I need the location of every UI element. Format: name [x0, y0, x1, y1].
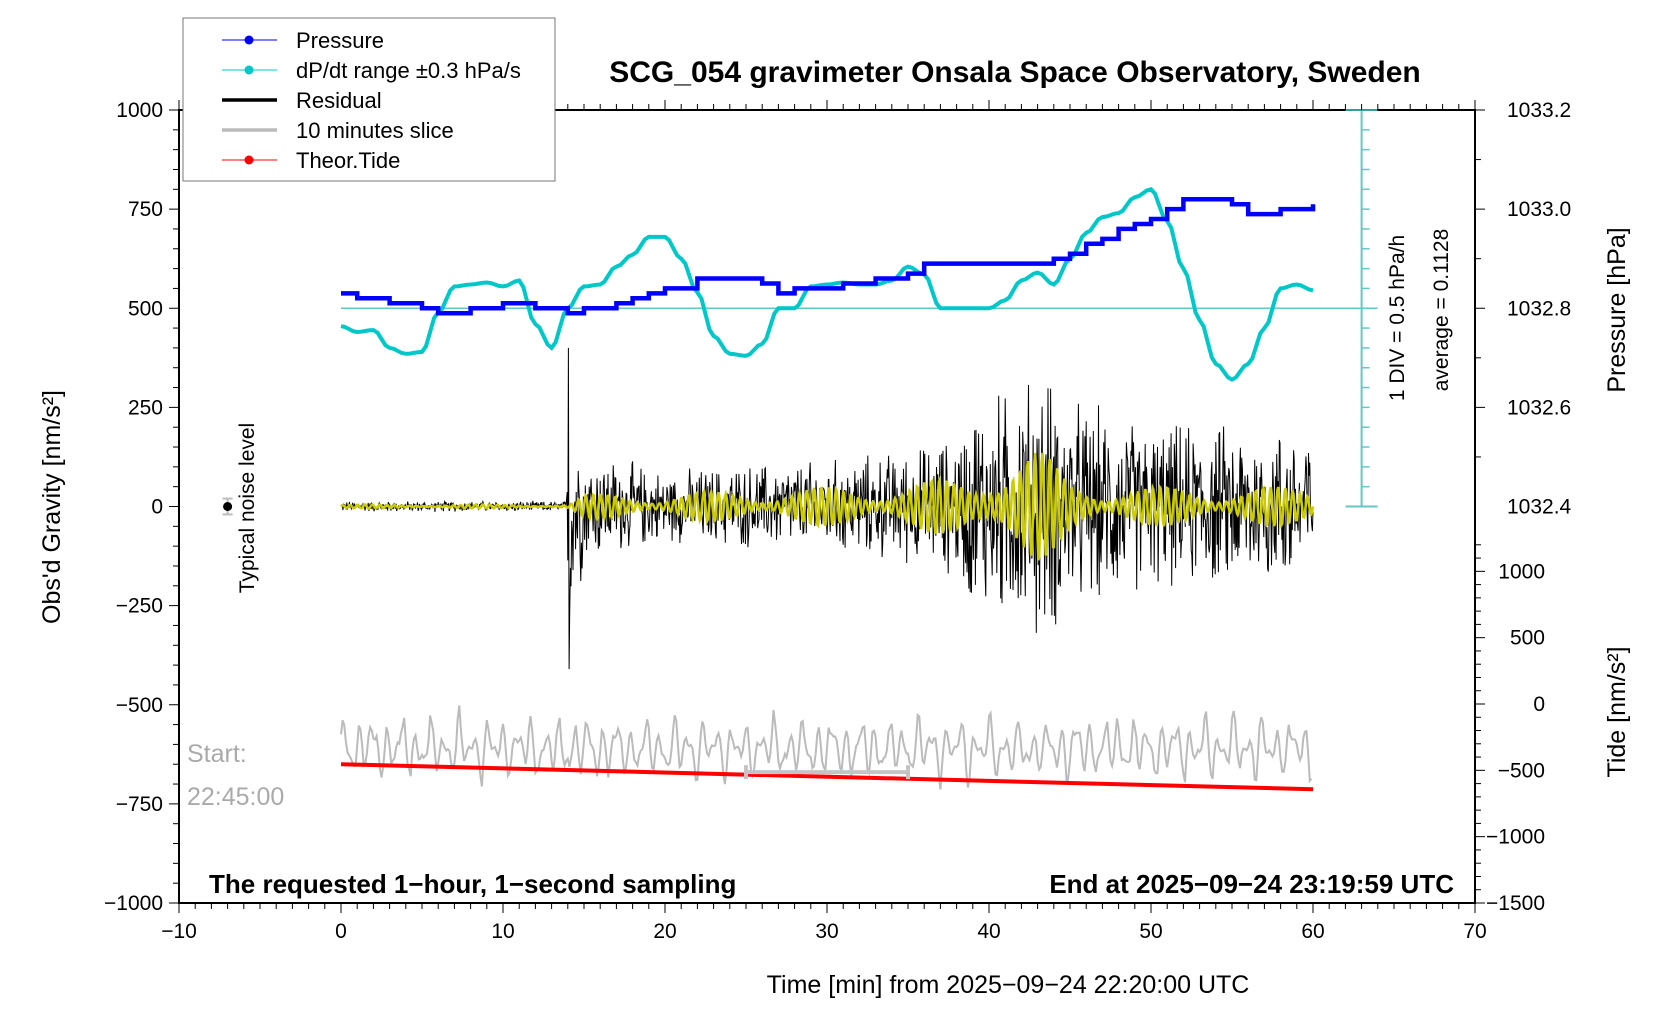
legend-label: Theor.Tide: [296, 148, 400, 173]
tide-tick-label: 0: [1533, 693, 1545, 716]
tide-line: [340, 762, 1314, 792]
chart-title: SCG_054 gravimeter Onsala Space Observat…: [609, 56, 1421, 89]
average-label: average = 0.1128: [1430, 229, 1453, 392]
pressure-line: [341, 196, 1316, 316]
tide-tick-label: 1000: [1498, 560, 1545, 583]
pressure-tick-label: 1032.4: [1507, 496, 1572, 519]
div-label: 1 DIV = 0.5 hPa/h: [1386, 235, 1409, 401]
legend-label: 10 minutes slice: [296, 118, 454, 143]
x-tick-label: 50: [1139, 920, 1162, 943]
residual-smoothed-line: [340, 452, 1315, 561]
x-tick-label: 30: [815, 920, 838, 943]
legend-swatch-dot: [244, 65, 254, 75]
x-tick-label: 60: [1301, 920, 1324, 943]
y-tick-label: 0: [151, 496, 163, 519]
tide-tick-label: 500: [1510, 627, 1545, 650]
pressure-tick-label: 1032.6: [1507, 396, 1571, 419]
legend-swatch-dot: [244, 35, 254, 45]
x-tick-label: 70: [1463, 920, 1486, 943]
sampling-note: The requested 1−hour, 1−second sampling: [209, 869, 736, 899]
legend-label: Residual: [296, 88, 382, 113]
start-label: Start:: [187, 740, 247, 768]
pressure-tick-label: 1033.2: [1507, 99, 1571, 122]
legend: Pressure dP/dt range ±0.3 hPa/s Residual 10…: [182, 17, 556, 182]
y-tick-label: 500: [128, 297, 163, 320]
y-tick-label: −750: [116, 793, 163, 816]
tide-tick-label: −1500: [1486, 892, 1545, 915]
slice-line: [340, 705, 1313, 790]
y-axis-title-gravity-text: Obs'd Gravity [nm/s²]: [38, 390, 66, 624]
noise-level-label: Typical noise level: [236, 423, 259, 593]
noise-point: [223, 502, 233, 511]
y-axis-title-tide: Tide [nm/s²]: [1603, 646, 1631, 777]
y-axis-title-gravity: Obs'd Gravity [nm/s²]: [38, 390, 66, 624]
y-tick-label: 250: [128, 396, 163, 419]
y-tick-label: −250: [116, 595, 163, 618]
legend-label: dP/dt range ±0.3 hPa/s: [296, 58, 521, 83]
y-tick-label: −500: [116, 694, 163, 717]
y-tick-label: 750: [128, 198, 163, 221]
tide-tick-label: −500: [1498, 759, 1545, 782]
y-tick-label: 1000: [116, 99, 163, 122]
x-tick-label: 20: [653, 920, 676, 943]
x-axis-title: Time [min] from 2025−09−24 22:20:00 UTC: [767, 971, 1250, 999]
pressure-tick-label: 1033.0: [1507, 198, 1571, 221]
dpdt-line: [340, 187, 1314, 382]
start-time: 22:45:00: [187, 783, 284, 811]
x-tick-label: −10: [161, 920, 197, 943]
x-tick-label: 0: [335, 920, 347, 943]
x-tick-label: 10: [491, 920, 514, 943]
tide-tick-label: −1000: [1486, 826, 1545, 849]
y-axis-title-pressure: Pressure [hPa]: [1603, 227, 1631, 392]
legend-label: Pressure: [296, 28, 384, 53]
y-tick-label: −1000: [104, 892, 163, 915]
pressure-tick-label: 1032.8: [1507, 297, 1571, 320]
end-time-note: End at 2025−09−24 23:19:59 UTC: [1049, 869, 1454, 899]
legend-swatch-dot: [244, 155, 254, 165]
x-tick-label: 40: [977, 920, 1000, 943]
